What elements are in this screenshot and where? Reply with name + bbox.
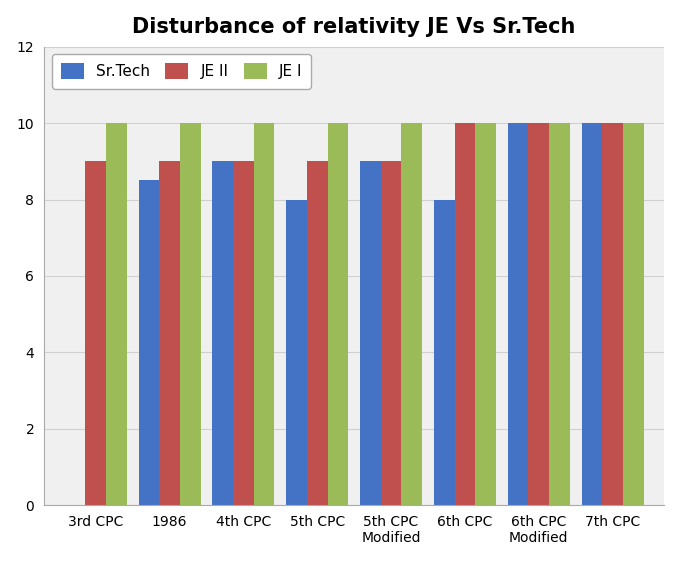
Bar [307,161,328,505]
Bar [254,123,274,505]
Bar [85,161,106,505]
Legend: Sr.Tech, JE II, JE I: Sr.Tech, JE II, JE I [52,54,311,88]
Bar [106,123,127,505]
Bar [212,161,233,505]
Bar [360,161,381,505]
Bar [138,180,159,505]
Bar [401,123,422,505]
Bar [455,123,475,505]
Bar [159,161,180,505]
Bar [475,123,496,505]
Bar [233,161,254,505]
Bar [434,200,455,505]
Bar [381,161,401,505]
Bar [328,123,348,505]
Bar [286,200,307,505]
Bar [180,123,201,505]
Bar [528,123,549,505]
Bar [602,123,623,505]
Bar [623,123,644,505]
Title: Disturbance of relativity JE Vs Sr.Tech: Disturbance of relativity JE Vs Sr.Tech [133,17,576,37]
Bar [508,123,528,505]
Bar [549,123,570,505]
Bar [582,123,602,505]
